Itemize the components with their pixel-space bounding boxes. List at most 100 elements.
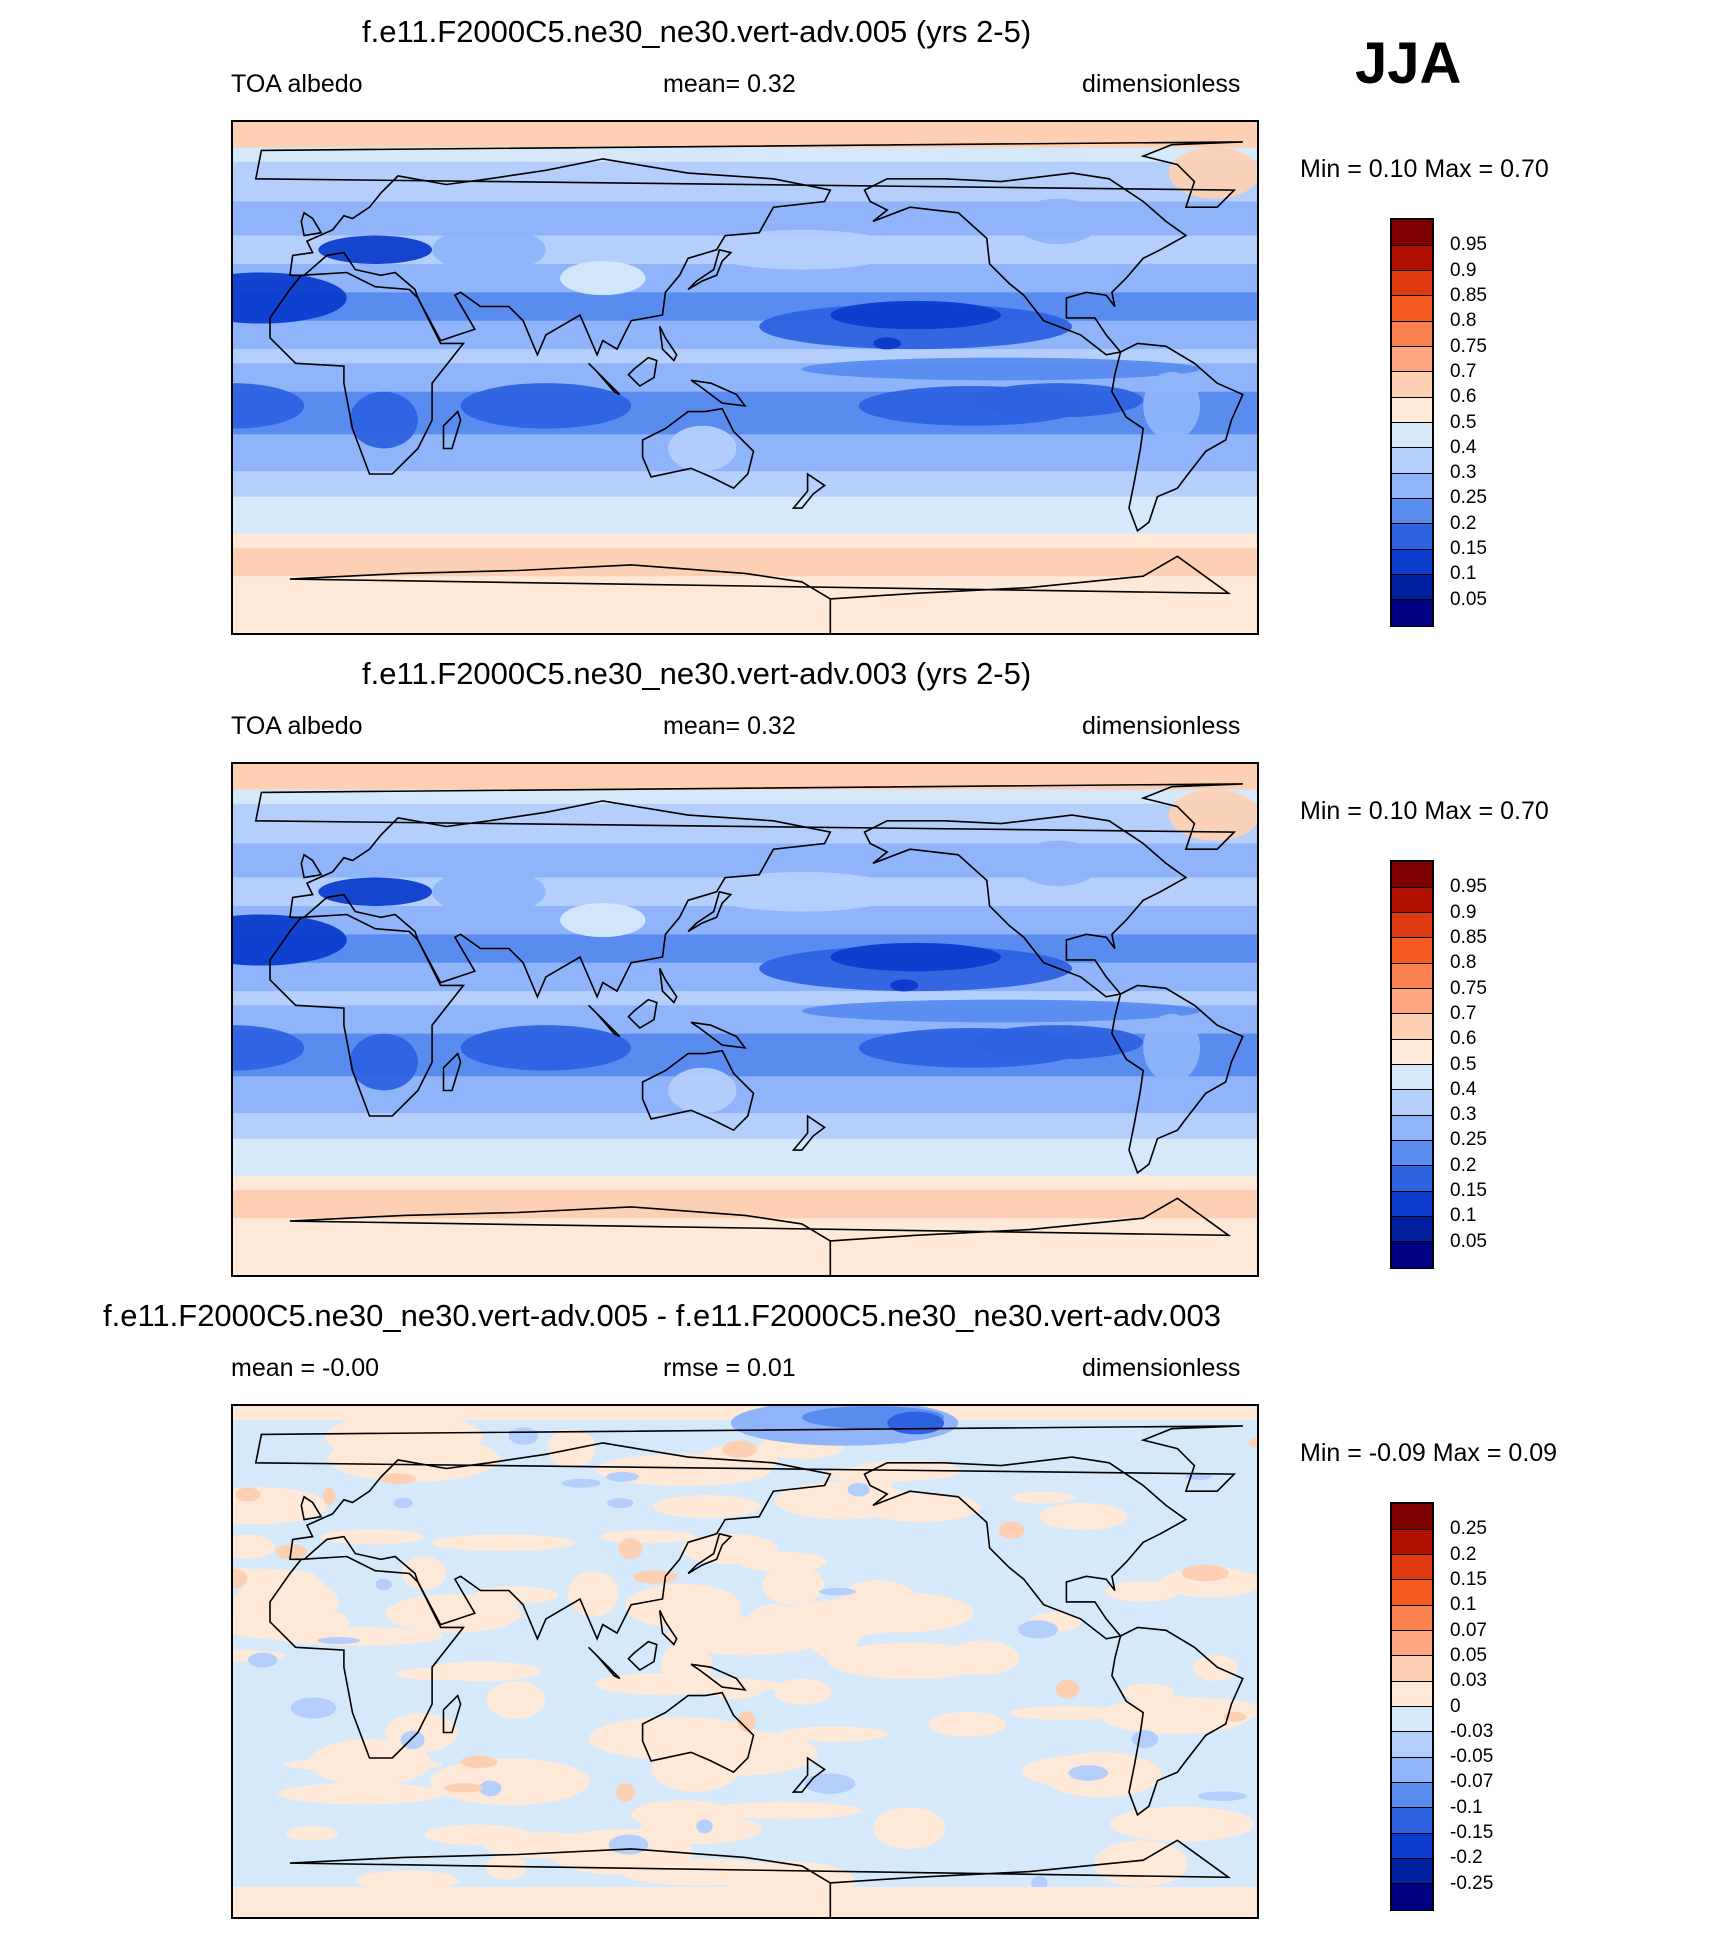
colorbar-tick-label: 0.15: [1450, 538, 1487, 560]
panel-title: f.e11.F2000C5.ne30_ne30.vert-adv.005 - f…: [103, 1298, 1221, 1333]
colorbar-tick-label: -0.15: [1450, 1822, 1494, 1844]
panel-title: f.e11.F2000C5.ne30_ne30.vert-adv.005 (yr…: [362, 14, 1032, 49]
coastlines: [254, 1425, 1244, 1917]
coastline: [791, 1114, 826, 1151]
coastline: [300, 211, 323, 237]
coastline: [1111, 984, 1244, 1175]
colorbar-swatch: [1392, 887, 1432, 914]
colorbar: [1390, 218, 1434, 627]
coastline: [254, 783, 1243, 850]
variable-label: TOA albedo: [231, 712, 363, 740]
coastline: [269, 1555, 466, 1759]
coastline: [863, 814, 1188, 998]
colorbar-swatch: [1392, 1089, 1432, 1116]
colorbar-tick-label: -0.03: [1450, 1720, 1494, 1742]
coastline: [442, 1052, 462, 1092]
colorbar-swatch: [1392, 549, 1432, 575]
colorbar-swatch: [1392, 1681, 1432, 1707]
colorbar-swatch: [1392, 346, 1432, 373]
colorbar-swatch: [1392, 1241, 1432, 1268]
coastline: [863, 1456, 1188, 1640]
colorbar-tick-label: 0.5: [1450, 411, 1477, 433]
coastlines: [254, 783, 1244, 1275]
colorbar-swatch: [1392, 523, 1432, 550]
colorbar-swatch: [1392, 912, 1432, 939]
colorbar-tick-label: 0.75: [1450, 335, 1487, 357]
colorbar-swatch: [1392, 1706, 1432, 1733]
colorbar-swatch: [1392, 1883, 1432, 1910]
colorbar-tick-label: 0.1: [1450, 1205, 1477, 1227]
colorbar-swatch: [1392, 1554, 1432, 1581]
colorbar-swatch: [1392, 1782, 1432, 1809]
colorbar-tick-label: 0.1: [1450, 563, 1477, 585]
mean-label: mean= 0.32: [663, 712, 796, 740]
coastline: [687, 890, 733, 933]
coastline: [627, 998, 658, 1030]
coastline: [254, 1425, 1243, 1492]
colorbar-swatch: [1392, 1858, 1432, 1885]
colorbar-swatch: [1392, 1216, 1432, 1243]
colorbar-tick-label: 0.9: [1450, 259, 1477, 281]
map-plot: [231, 762, 1259, 1277]
coastline: [1111, 342, 1244, 533]
colorbar-swatch: [1392, 1731, 1432, 1758]
colorbar-tick-label: 0.6: [1450, 386, 1477, 408]
colorbar-swatch: [1392, 1165, 1432, 1192]
coastline: [288, 800, 832, 999]
map-canvas: [233, 122, 1257, 633]
colorbar-tick-label: 0.15: [1450, 1180, 1487, 1202]
coastline: [641, 1049, 755, 1132]
colorbar-tick-label: -0.07: [1450, 1771, 1494, 1793]
coastline: [300, 853, 323, 879]
colorbar-tick-label: 0.05: [1450, 1230, 1487, 1252]
colorbar-tick-label: 0.95: [1450, 234, 1487, 256]
coastlines: [254, 141, 1244, 633]
units-label: dimensionless: [1082, 1354, 1241, 1382]
colorbar-swatch: [1392, 295, 1432, 322]
colorbar-tick-label: 0.85: [1450, 926, 1487, 948]
coastline: [658, 1610, 678, 1646]
coastline: [269, 271, 466, 475]
colorbar-tick-label: 0.3: [1450, 1104, 1477, 1126]
colorbar-swatch: [1392, 1807, 1432, 1834]
colorbar-tick-label: 0.07: [1450, 1619, 1487, 1641]
colorbar-swatch: [1392, 1605, 1432, 1632]
colorbar-tick-label: 0: [1450, 1695, 1461, 1717]
colorbar-swatch: [1392, 422, 1432, 449]
colorbar-tick-label: -0.05: [1450, 1746, 1494, 1768]
colorbar-tick-label: 0.2: [1450, 512, 1477, 534]
contour-field: [233, 764, 1257, 1275]
colorbar-tick-label: 0.1: [1450, 1594, 1477, 1616]
coastline: [288, 158, 832, 357]
colorbar-swatch: [1392, 1504, 1432, 1530]
colorbar-swatch: [1392, 574, 1432, 601]
coastline: [641, 1691, 755, 1774]
colorbar-swatch: [1392, 447, 1432, 474]
colorbar-tick-label: 0.4: [1450, 436, 1477, 458]
coastline: [289, 1197, 1232, 1275]
colorbar-swatch: [1392, 397, 1432, 423]
coastline: [1111, 1626, 1244, 1817]
colorbar-swatch: [1392, 862, 1432, 888]
map-canvas: [233, 764, 1257, 1275]
colorbar-tick-label: 0.5: [1450, 1053, 1477, 1075]
units-label: dimensionless: [1082, 712, 1241, 740]
colorbar: [1390, 1502, 1434, 1911]
season-label: JJA: [1355, 31, 1462, 96]
coastline: [658, 326, 678, 362]
contour-field: [233, 1406, 1257, 1917]
colorbar-tick-label: 0.6: [1450, 1028, 1477, 1050]
colorbar-swatch: [1392, 1140, 1432, 1167]
colorbar-tick-label: 0.9: [1450, 901, 1477, 923]
coastline: [254, 141, 1243, 208]
colorbar-swatch: [1392, 1757, 1432, 1783]
colorbar-swatch: [1392, 270, 1432, 297]
coastline: [289, 1839, 1232, 1917]
coastline: [641, 407, 755, 490]
colorbar-tick-label: -0.25: [1450, 1872, 1494, 1894]
map-plot: [231, 1404, 1259, 1919]
coastline: [588, 1646, 621, 1680]
mean-label: mean= 0.32: [663, 70, 796, 98]
colorbar-swatch: [1392, 220, 1432, 246]
minmax-label: Min = -0.09 Max = 0.09: [1300, 1439, 1558, 1467]
